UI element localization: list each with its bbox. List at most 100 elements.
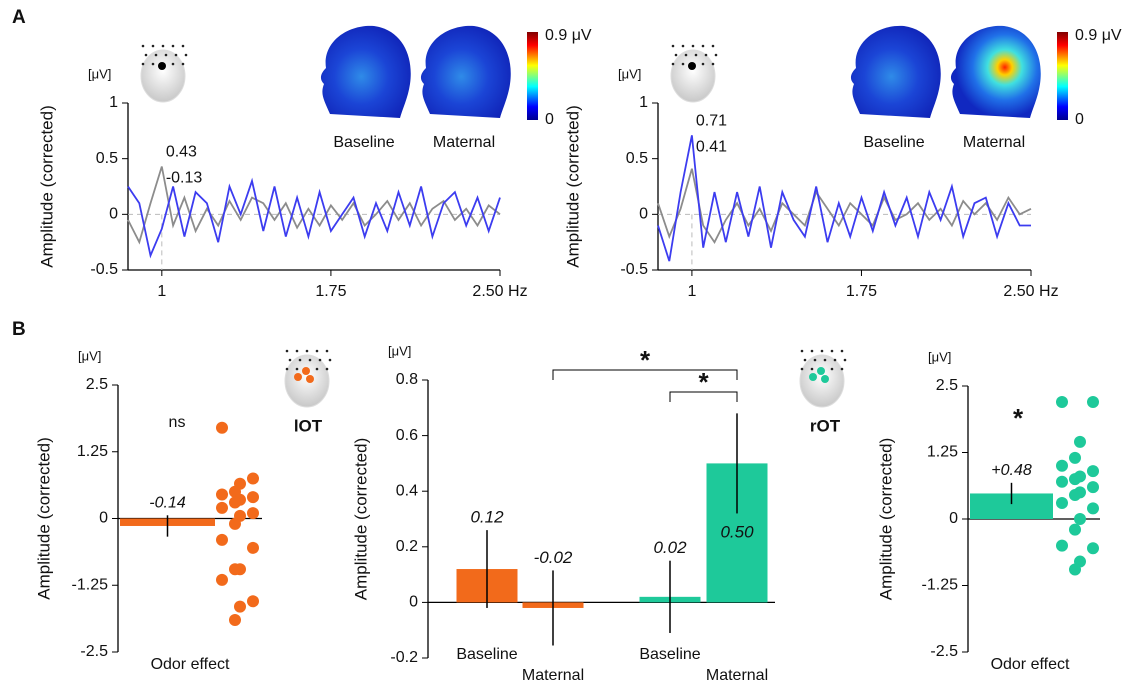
annotation: 0.43	[166, 144, 197, 161]
significance-label: *	[640, 345, 651, 375]
x-tick-label: 1	[687, 283, 696, 300]
electrode	[694, 53, 698, 57]
electrode	[671, 62, 675, 66]
significance-bracket	[669, 391, 738, 402]
data-point	[1069, 523, 1081, 536]
electrode	[701, 44, 705, 48]
electrode	[830, 367, 834, 371]
y-axis-label: Amplitude (corrected)	[563, 105, 582, 268]
data-point	[1069, 473, 1081, 486]
category-label: Maternal	[706, 667, 768, 684]
electrode	[674, 53, 678, 57]
electrode	[803, 358, 807, 362]
electrode	[151, 62, 155, 66]
electrode	[285, 349, 289, 353]
electrode	[181, 62, 185, 66]
legend-label: Maternal	[963, 134, 1025, 151]
data-point	[1074, 513, 1086, 525]
electrode	[714, 53, 718, 57]
colorbar-max: 0.9 μV	[1075, 27, 1122, 44]
electrode	[318, 358, 322, 362]
y-tick-label: 0	[109, 206, 118, 223]
electrode	[308, 358, 312, 362]
electrode	[295, 349, 299, 353]
electrode-selected	[302, 367, 310, 375]
electrode	[823, 358, 827, 362]
annotation: -0.13	[166, 170, 203, 187]
value-label: -0.14	[149, 495, 186, 512]
electrode	[181, 44, 185, 48]
y-axis-label: Amplitude (corrected)	[876, 438, 895, 601]
electrode	[325, 367, 329, 371]
data-point	[1087, 542, 1099, 555]
electrode	[810, 367, 814, 371]
electrode-head	[670, 49, 716, 103]
y-unit: [μV]	[928, 349, 951, 364]
electrode	[154, 53, 158, 57]
significance-bracket	[552, 369, 738, 380]
x-tick-label: 1.75	[315, 283, 346, 300]
y-tick-label: 1.25	[927, 444, 958, 461]
data-point	[234, 600, 246, 613]
data-point	[1087, 395, 1099, 408]
category-label: Baseline	[456, 646, 517, 663]
colorbar-min: 0	[545, 111, 554, 128]
data-point	[247, 491, 259, 504]
y-unit: [μV]	[388, 343, 411, 358]
electrode	[285, 367, 289, 371]
y-tick-label: -0.5	[620, 261, 648, 278]
y-tick-label: 1	[109, 94, 118, 111]
electrode	[328, 358, 332, 362]
head-map	[420, 25, 511, 118]
electrode	[813, 358, 817, 362]
electrode	[800, 349, 804, 353]
data-point	[216, 533, 228, 546]
y-tick-label: 0.6	[396, 427, 418, 444]
data-point	[229, 613, 241, 626]
series-line	[657, 168, 1032, 244]
panel-label: A	[12, 7, 26, 28]
legend-label: Maternal	[433, 134, 495, 151]
electrode-selected	[688, 62, 696, 70]
colorbar-max: 0.9 μV	[545, 27, 592, 44]
electrode-selected	[158, 62, 166, 70]
annotation: 0.41	[696, 139, 727, 156]
y-tick-label: 1	[639, 94, 648, 111]
y-tick-label: -2.5	[930, 643, 958, 660]
legend-label: Baseline	[333, 134, 394, 151]
electrode	[691, 44, 695, 48]
y-tick-label: 0.5	[96, 150, 118, 167]
electrode	[305, 349, 309, 353]
panel-label: B	[12, 319, 26, 340]
value-label: +0.48	[991, 462, 1032, 479]
electrode-selected	[306, 375, 314, 383]
electrode	[295, 367, 299, 371]
electrode	[315, 367, 319, 371]
electrode	[161, 44, 165, 48]
electrode	[141, 62, 145, 66]
data-point	[1056, 475, 1068, 488]
significance: ns	[169, 414, 186, 431]
category-label: Maternal	[522, 667, 584, 684]
electrode	[681, 62, 685, 66]
y-tick-label: 0	[409, 594, 418, 611]
data-point	[216, 501, 228, 514]
significance: *	[1013, 403, 1024, 433]
value-label: 0.50	[720, 522, 754, 541]
electrode-selected	[809, 373, 817, 381]
annotation: 0.71	[696, 113, 727, 130]
y-unit: [μV]	[78, 348, 101, 363]
electrode	[174, 53, 178, 57]
data-point	[1087, 502, 1099, 515]
electrode	[820, 349, 824, 353]
y-tick-label: 0.8	[396, 371, 418, 388]
head-map	[850, 25, 941, 118]
data-point	[1087, 481, 1099, 494]
electrode-selected	[294, 373, 302, 381]
data-point	[247, 541, 259, 554]
colorbar	[527, 32, 538, 120]
x-tick-label: 1.75	[846, 283, 877, 300]
y-tick-label: 1.25	[77, 443, 108, 460]
electrode	[325, 349, 329, 353]
data-point	[247, 595, 259, 608]
